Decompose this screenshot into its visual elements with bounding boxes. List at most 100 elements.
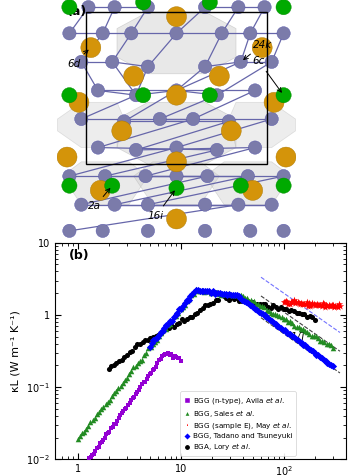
- Point: [319, 337, 325, 345]
- Point: [252, 306, 258, 313]
- Point: [256, 308, 262, 316]
- Polygon shape: [229, 102, 295, 148]
- Point: [259, 303, 265, 310]
- Point: [272, 310, 278, 318]
- Point: [293, 335, 299, 342]
- Point: [202, 301, 208, 309]
- Point: [134, 388, 140, 396]
- Point: [264, 313, 269, 320]
- Point: [129, 347, 135, 355]
- Point: [278, 304, 284, 311]
- Text: 2a: 2a: [89, 188, 110, 211]
- Circle shape: [98, 169, 112, 183]
- Point: [221, 289, 226, 297]
- Point: [106, 366, 112, 373]
- Point: [190, 290, 195, 298]
- Point: [226, 296, 232, 303]
- Point: [184, 296, 190, 304]
- Point: [133, 362, 138, 370]
- Circle shape: [170, 27, 183, 40]
- Point: [88, 453, 94, 461]
- Point: [195, 286, 201, 294]
- Point: [265, 314, 271, 322]
- Point: [178, 357, 184, 364]
- Point: [221, 292, 226, 299]
- Point: [156, 332, 162, 339]
- Circle shape: [209, 66, 229, 86]
- Point: [247, 301, 252, 309]
- Point: [152, 338, 158, 346]
- Point: [141, 352, 147, 359]
- Point: [249, 303, 255, 310]
- Point: [279, 324, 284, 332]
- Circle shape: [74, 55, 88, 69]
- Point: [158, 356, 163, 363]
- Text: 6d: 6d: [67, 50, 88, 69]
- Circle shape: [202, 88, 217, 103]
- Point: [76, 472, 81, 476]
- Point: [228, 293, 234, 301]
- Point: [124, 351, 130, 358]
- Point: [299, 300, 305, 308]
- Point: [313, 333, 319, 340]
- Point: [255, 300, 261, 307]
- Circle shape: [69, 92, 89, 112]
- Point: [137, 357, 143, 365]
- Point: [288, 330, 293, 338]
- Point: [327, 361, 332, 368]
- Point: [163, 325, 169, 333]
- Point: [202, 288, 207, 296]
- Point: [232, 291, 237, 299]
- Point: [286, 307, 292, 315]
- Point: [208, 289, 214, 297]
- Point: [267, 316, 273, 324]
- Point: [285, 298, 290, 305]
- Point: [121, 407, 126, 415]
- Point: [206, 287, 212, 295]
- Point: [151, 337, 156, 344]
- Circle shape: [130, 143, 143, 157]
- Circle shape: [136, 88, 151, 103]
- Circle shape: [63, 169, 76, 183]
- Point: [144, 375, 149, 383]
- Point: [273, 303, 279, 311]
- Point: [283, 305, 289, 313]
- Point: [91, 450, 97, 457]
- Point: [215, 289, 221, 297]
- Circle shape: [265, 112, 279, 126]
- Point: [151, 365, 157, 373]
- Point: [289, 332, 295, 340]
- Point: [199, 287, 204, 294]
- Point: [77, 469, 83, 476]
- Point: [291, 334, 297, 341]
- Point: [312, 302, 318, 309]
- Point: [231, 295, 237, 303]
- Point: [297, 338, 303, 346]
- Point: [312, 316, 318, 324]
- Point: [170, 355, 176, 362]
- Point: [257, 300, 263, 307]
- Circle shape: [124, 66, 144, 86]
- Point: [299, 310, 305, 318]
- Circle shape: [125, 27, 138, 40]
- Point: [297, 300, 303, 307]
- Point: [281, 315, 287, 323]
- Circle shape: [276, 0, 291, 15]
- Point: [158, 329, 164, 337]
- Point: [161, 327, 166, 335]
- Point: [167, 351, 173, 359]
- Point: [308, 347, 314, 354]
- Circle shape: [82, 0, 95, 14]
- Point: [232, 291, 238, 298]
- Point: [156, 357, 162, 364]
- Point: [252, 300, 258, 308]
- Point: [287, 300, 292, 307]
- Point: [169, 317, 175, 325]
- Point: [244, 298, 250, 305]
- Point: [273, 320, 279, 327]
- Point: [271, 319, 277, 327]
- Point: [72, 475, 78, 476]
- Point: [173, 353, 179, 361]
- Point: [162, 350, 168, 358]
- Point: [191, 290, 196, 298]
